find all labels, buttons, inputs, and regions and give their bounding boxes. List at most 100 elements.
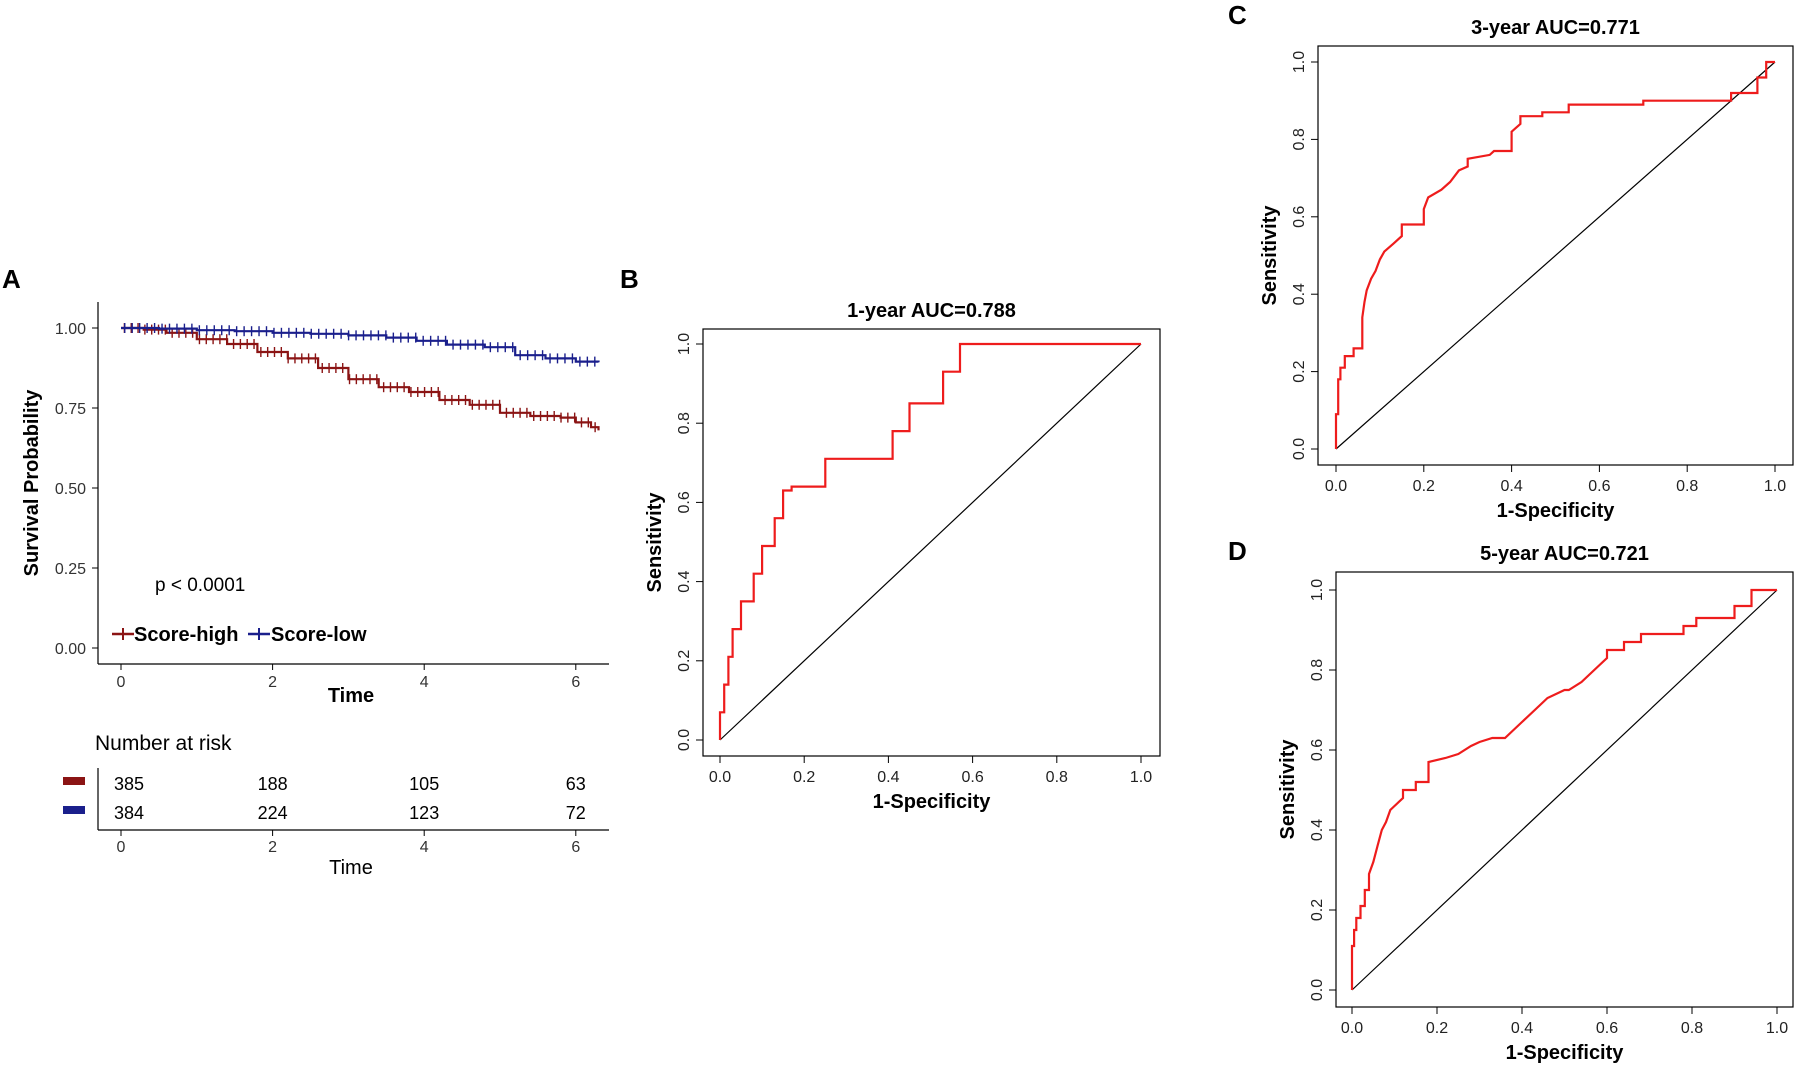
km-y-axis-label: Survival Probability [21, 389, 43, 577]
roc-x-tick-label: 0.4 [1511, 1020, 1533, 1037]
roc-chart-1-year: 1-year AUC=0.788 0.0 0.0 0.2 0.2 0.4 0.4 0.6 0.6… [644, 300, 1161, 813]
panel-letter-b: B [620, 264, 639, 294]
roc-y-axis-label: Sensitivity [1259, 205, 1281, 306]
risk-cells: 385 188 105 63 384 224 123 72 [114, 774, 586, 823]
km-x-tick-label: 0 [117, 674, 126, 691]
risk-cell: 188 [258, 774, 288, 794]
risk-cell: 224 [258, 803, 288, 823]
roc-x-tick-label: 0.4 [877, 769, 899, 786]
roc-title: 5-year AUC=0.721 [1480, 543, 1649, 565]
legend-item-score-low: Score-low [248, 624, 367, 646]
roc-y-tick-label: 0.2 [1291, 360, 1308, 382]
roc-x-tick-label: 0.2 [793, 769, 815, 786]
roc-diagonal-line [1335, 61, 1776, 450]
risk-x-ticks: 0 2 4 6 [117, 830, 580, 856]
panel-letter-a: A [2, 264, 21, 294]
roc-chart-5-year: 5-year AUC=0.721 0.0 0.0 0.2 0.2 0.4 0.4 0.6 0.6… [1277, 543, 1794, 1064]
roc-diagonal-line [719, 343, 1142, 741]
roc-y-tick-label: 0.0 [1291, 438, 1308, 460]
km-curves [121, 323, 600, 433]
risk-x-axis-label: Time [329, 857, 373, 879]
km-y-tick-label: 0.25 [55, 561, 86, 578]
panel-letter-d: D [1228, 536, 1247, 566]
roc-x-axis-label: 1-Specificity [873, 791, 992, 813]
roc-y-tick-label: 0.0 [1309, 979, 1326, 1001]
km-y-tick-label: 0.75 [55, 401, 86, 418]
roc-y-tick-label: 0.8 [1291, 128, 1308, 150]
roc-x-axis-label: 1-Specificity [1506, 1042, 1625, 1064]
roc-x-tick-label: 1.0 [1764, 478, 1786, 495]
roc-y-tick-label: 1.0 [1309, 579, 1326, 601]
legend-label-score-high: Score-high [134, 624, 238, 646]
roc-x-tick-label: 0.8 [1046, 769, 1068, 786]
risk-cell: 63 [566, 774, 586, 794]
risk-cell: 123 [409, 803, 439, 823]
roc-y-tick-label: 0.8 [1309, 659, 1326, 681]
risk-cell: 384 [114, 803, 144, 823]
km-y-ticks: 0.00 0.25 0.50 0.75 1.00 [55, 321, 98, 658]
km-censor-marks-score-low [124, 323, 596, 367]
risk-cell: 72 [566, 803, 586, 823]
roc-x-tick-label: 0.0 [709, 769, 731, 786]
roc-x-axis-label: 1-Specificity [1497, 500, 1616, 522]
roc-x-tick-label: 0.6 [1596, 1020, 1618, 1037]
roc-y-tick-label: 0.0 [676, 729, 693, 751]
roc-curve [1334, 60, 1775, 449]
risk-cell: 385 [114, 774, 144, 794]
km-x-tick-label: 6 [571, 674, 580, 691]
km-x-tick-label: 2 [268, 674, 277, 691]
risk-row-key-score-low [63, 806, 85, 814]
roc-x-tick-label: 0.6 [1588, 478, 1610, 495]
roc-x-tick-label: 1.0 [1130, 769, 1152, 786]
roc-diagonal-line [1351, 589, 1778, 991]
roc-frame [1335, 571, 1794, 1008]
roc-x-tick-label: 0.0 [1341, 1020, 1363, 1037]
roc-x-tick-label: 0.8 [1681, 1020, 1703, 1037]
roc-x-tick-label: 0.0 [1325, 478, 1347, 495]
legend-item-score-high: Score-high [112, 624, 238, 646]
km-plot: 0.00 0.25 0.50 0.75 1.00 0 2 4 6 Survival Proba… [21, 302, 609, 707]
roc-title: 1-year AUC=0.788 [847, 300, 1016, 322]
roc-y-tick-label: 0.2 [1309, 899, 1326, 921]
km-y-tick-label: 0.00 [55, 641, 86, 658]
risk-x-tick-label: 4 [420, 839, 429, 856]
roc-y-tick-label: 1.0 [676, 333, 693, 355]
legend-label-score-low: Score-low [271, 624, 367, 646]
risk-x-tick-label: 0 [117, 839, 126, 856]
risk-table: Number at risk 385 188 105 63 384 224 123 72 0 2… [63, 732, 609, 879]
roc-y-tick-label: 0.8 [676, 412, 693, 434]
roc-curve [718, 342, 1141, 740]
roc-x-tick-label: 0.2 [1426, 1020, 1448, 1037]
risk-row-key-score-high [63, 777, 85, 785]
roc-y-tick-label: 1.0 [1291, 51, 1308, 73]
risk-x-tick-label: 6 [571, 839, 580, 856]
roc-y-tick-label: 0.4 [1291, 283, 1308, 305]
km-censor-marks-score-high [123, 323, 596, 433]
roc-y-tick-label: 0.4 [1309, 819, 1326, 841]
panel-letter-c: C [1228, 0, 1247, 30]
roc-frame [702, 328, 1161, 757]
roc-x-tick-label: 0.2 [1413, 478, 1435, 495]
roc-chart-3-year: 3-year AUC=0.771 0.0 0.0 0.2 0.2 0.4 0.4 0.6 0.6… [1259, 17, 1794, 522]
roc-curve [1350, 588, 1777, 990]
roc-y-tick-label: 0.2 [676, 650, 693, 672]
roc-x-tick-label: 0.6 [961, 769, 983, 786]
roc-y-tick-label: 0.4 [676, 570, 693, 592]
km-p-value: p < 0.0001 [155, 575, 245, 596]
roc-title: 3-year AUC=0.771 [1471, 17, 1640, 39]
km-x-ticks: 0 2 4 6 [117, 664, 580, 691]
km-x-axis-label: Time [328, 685, 374, 707]
risk-cell: 105 [409, 774, 439, 794]
km-x-tick-label: 4 [420, 674, 429, 691]
roc-y-tick-label: 0.6 [1291, 206, 1308, 228]
roc-y-tick-label: 0.6 [676, 491, 693, 513]
km-y-tick-label: 1.00 [55, 321, 86, 338]
roc-y-axis-label: Sensitivity [644, 492, 666, 593]
roc-frame [1317, 45, 1794, 466]
roc-y-axis-label: Sensitivity [1277, 739, 1299, 840]
roc-x-tick-label: 0.8 [1676, 478, 1698, 495]
km-y-tick-label: 0.50 [55, 481, 86, 498]
roc-x-tick-label: 1.0 [1766, 1020, 1788, 1037]
km-legend: Score-high Score-low [112, 624, 367, 646]
